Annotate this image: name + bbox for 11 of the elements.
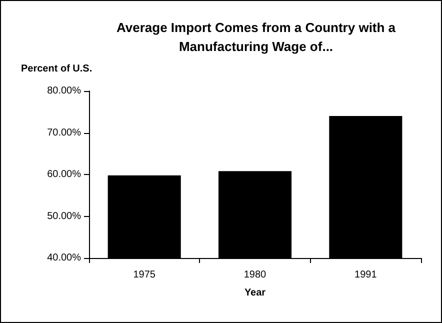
y-axis-title: Percent of U.S. xyxy=(21,64,92,74)
y-tick-label: 50.00% xyxy=(47,210,82,222)
x-axis-title: Year xyxy=(244,288,266,298)
x-tick-label: 1975 xyxy=(133,270,156,280)
y-tick-label: 70.00% xyxy=(47,127,82,138)
y-tick-label: 80.00% xyxy=(47,86,82,96)
x-tick-label: 1991 xyxy=(354,270,378,280)
y-tick-label: 60.00% xyxy=(47,169,82,180)
x-tick-label: 1980 xyxy=(244,270,267,280)
y-tick-label: 40.00% xyxy=(47,252,82,264)
chart-title: Average Import Comes from a Country with a Manufacturing Wage of... xyxy=(116,20,396,54)
